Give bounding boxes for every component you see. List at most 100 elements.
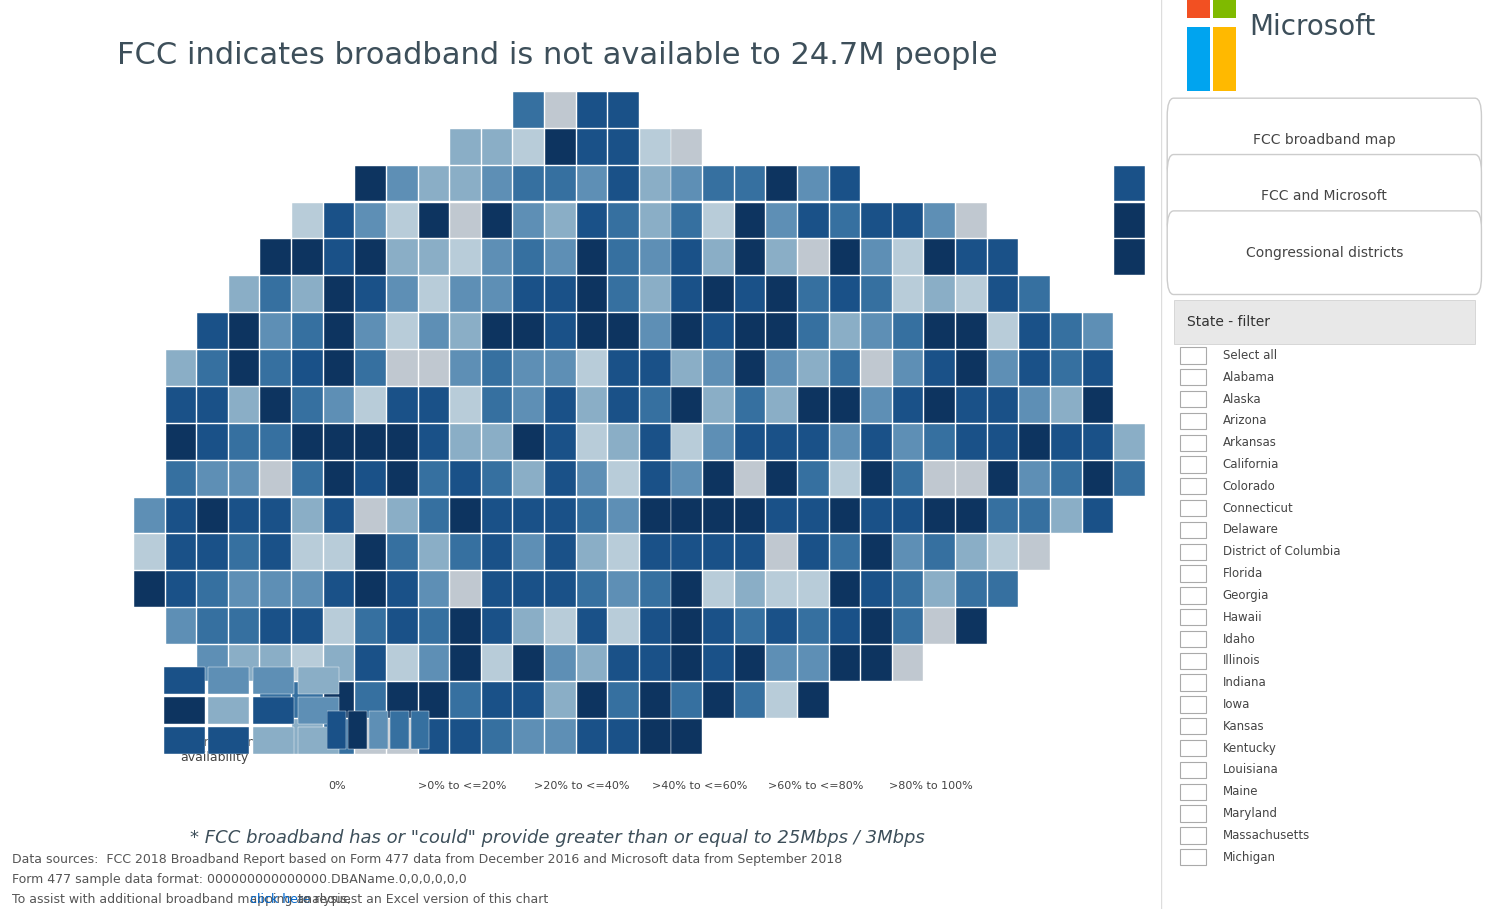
Text: Iowa: Iowa xyxy=(1223,698,1250,711)
Bar xyxy=(671,719,702,754)
Bar xyxy=(1051,314,1082,349)
Bar xyxy=(893,571,924,607)
Bar xyxy=(165,461,196,496)
Bar xyxy=(418,497,449,534)
Bar xyxy=(164,727,205,754)
Bar xyxy=(702,314,734,349)
Text: Hawaii: Hawaii xyxy=(1223,611,1262,624)
Bar xyxy=(893,461,924,496)
Bar xyxy=(545,276,576,312)
Bar xyxy=(356,497,385,534)
Bar xyxy=(387,497,418,534)
Text: 0%: 0% xyxy=(329,781,345,791)
Bar xyxy=(735,534,765,570)
Bar xyxy=(957,608,987,644)
Bar xyxy=(671,497,702,534)
FancyBboxPatch shape xyxy=(1180,456,1207,473)
Bar xyxy=(671,129,702,165)
Text: to request an Excel version of this chart: to request an Excel version of this char… xyxy=(293,893,548,905)
Bar xyxy=(862,276,891,312)
Bar xyxy=(418,719,449,754)
Bar xyxy=(798,424,829,460)
Bar xyxy=(260,682,292,717)
Bar xyxy=(577,276,607,312)
Bar xyxy=(862,239,891,275)
Text: Connecticut: Connecticut xyxy=(1223,502,1293,514)
Bar xyxy=(671,314,702,349)
Bar xyxy=(513,314,545,349)
Bar xyxy=(387,203,418,238)
Bar xyxy=(513,719,545,754)
Text: >0% to <=20%: >0% to <=20% xyxy=(418,781,506,791)
Text: click here: click here xyxy=(250,893,311,905)
Bar xyxy=(324,534,354,570)
Bar xyxy=(1083,387,1113,423)
Bar xyxy=(451,350,481,385)
Bar xyxy=(671,534,702,570)
Bar xyxy=(702,571,734,607)
Bar xyxy=(924,461,955,496)
Bar xyxy=(260,497,292,534)
Bar xyxy=(577,387,607,423)
Bar xyxy=(482,239,512,275)
Bar xyxy=(387,350,418,385)
Bar xyxy=(702,350,734,385)
Bar xyxy=(482,276,512,312)
Bar xyxy=(1051,350,1082,385)
Bar xyxy=(356,719,385,754)
Bar xyxy=(735,571,765,607)
Bar xyxy=(253,727,295,754)
Bar xyxy=(766,461,798,496)
Bar xyxy=(640,165,671,202)
Bar xyxy=(196,424,228,460)
Bar xyxy=(292,534,323,570)
Bar xyxy=(165,497,196,534)
Bar xyxy=(513,534,545,570)
Bar xyxy=(418,645,449,681)
Bar xyxy=(545,682,576,717)
FancyBboxPatch shape xyxy=(1167,211,1482,295)
Bar xyxy=(798,276,829,312)
FancyBboxPatch shape xyxy=(1187,27,1210,91)
Bar xyxy=(640,387,671,423)
Bar xyxy=(988,350,1018,385)
Bar xyxy=(924,571,955,607)
Bar xyxy=(1019,387,1051,423)
Bar xyxy=(545,203,576,238)
Bar xyxy=(862,424,891,460)
Bar xyxy=(830,314,860,349)
Text: Microsoft: Microsoft xyxy=(1248,14,1375,41)
Bar xyxy=(387,387,418,423)
Bar xyxy=(1083,461,1113,496)
Bar xyxy=(418,571,449,607)
Bar xyxy=(513,276,545,312)
Bar xyxy=(957,461,987,496)
Bar xyxy=(387,534,418,570)
Bar xyxy=(577,682,607,717)
Bar xyxy=(451,129,481,165)
Bar xyxy=(418,239,449,275)
Bar xyxy=(356,314,385,349)
Bar xyxy=(924,608,955,644)
Bar xyxy=(196,314,228,349)
Bar xyxy=(356,165,385,202)
Bar xyxy=(229,424,259,460)
Bar xyxy=(1115,461,1144,496)
Bar xyxy=(164,667,205,694)
Bar xyxy=(292,461,323,496)
Bar xyxy=(957,387,987,423)
Bar xyxy=(735,461,765,496)
Bar xyxy=(387,608,418,644)
Text: FCC broadband
availability: FCC broadband availability xyxy=(167,736,263,764)
Text: Form 477 sample data format: 000000000000000.DBAName.0,0,0,0,0,0: Form 477 sample data format: 00000000000… xyxy=(12,873,466,885)
Bar xyxy=(766,645,798,681)
FancyBboxPatch shape xyxy=(1180,740,1207,756)
Bar xyxy=(292,424,323,460)
Bar xyxy=(482,534,512,570)
Bar xyxy=(451,387,481,423)
Bar xyxy=(862,608,891,644)
Bar xyxy=(609,129,638,165)
Bar xyxy=(418,387,449,423)
Bar xyxy=(387,461,418,496)
Bar xyxy=(924,350,955,385)
